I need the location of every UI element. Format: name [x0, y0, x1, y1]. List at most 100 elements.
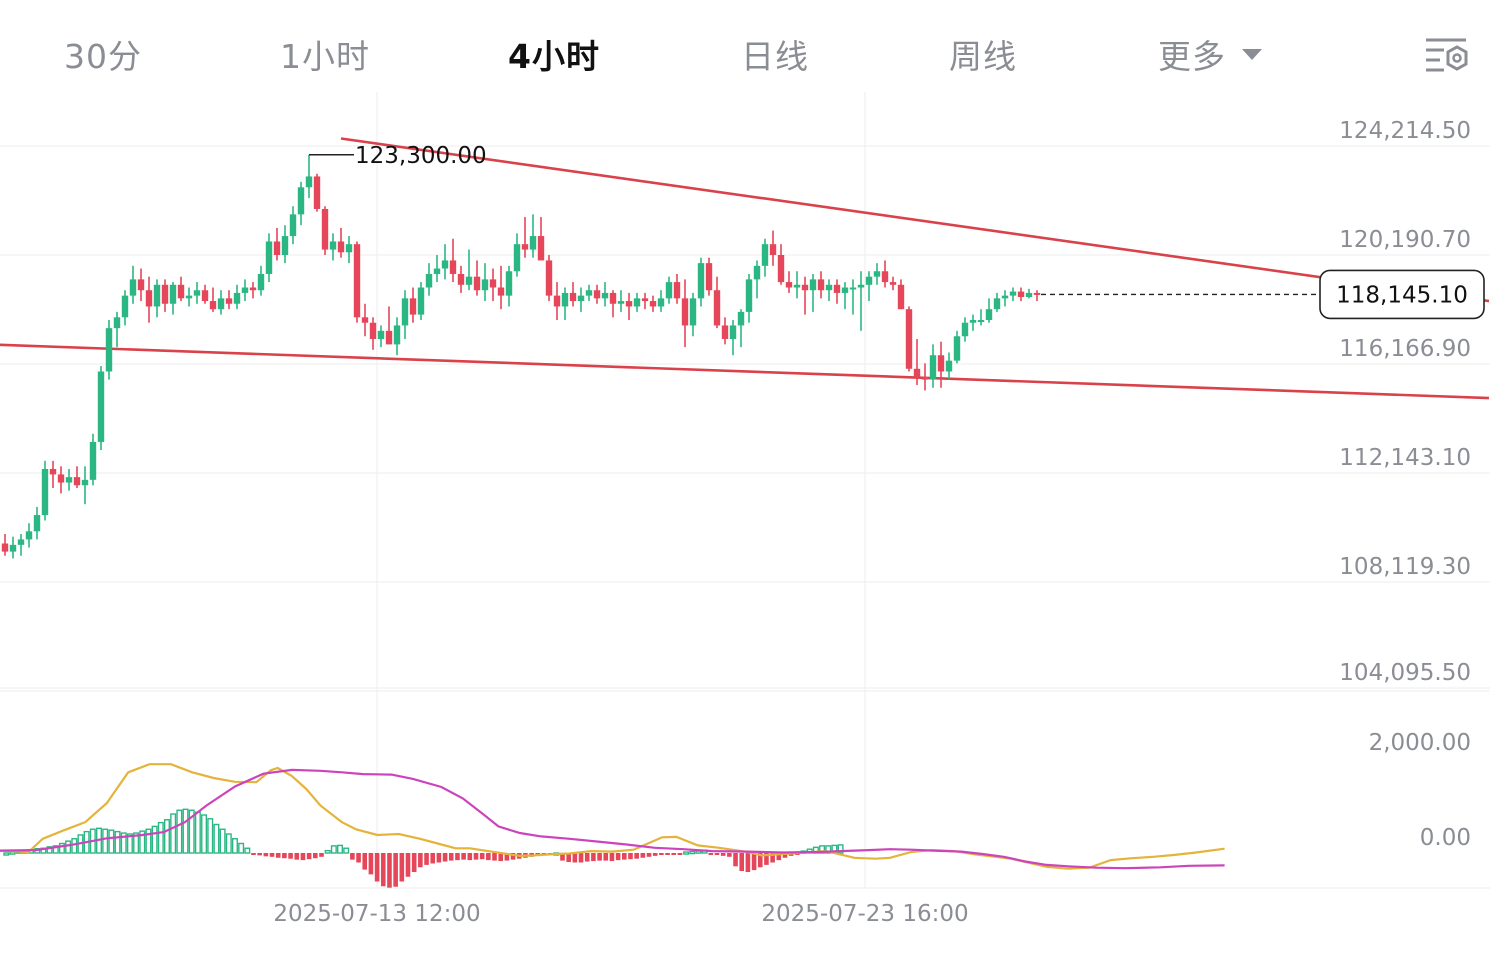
candle-body: [289, 214, 297, 237]
candle-body: [889, 282, 897, 285]
candle-body: [409, 298, 417, 315]
macd-histogram-bar: [374, 853, 380, 882]
macd-histogram-bar: [745, 853, 751, 872]
candle-body: [377, 330, 385, 339]
macd-histogram-bar: [3, 852, 10, 856]
candle-body: [833, 284, 841, 293]
candle-body: [233, 292, 241, 304]
trendline-lower: [0, 343, 1490, 400]
candle-body: [673, 282, 681, 299]
macd-histogram-bar: [399, 853, 405, 882]
macd-histogram-bar: [126, 833, 133, 854]
price-axis-label: 108,119.30: [1339, 554, 1471, 580]
candle-body: [777, 255, 785, 283]
chart-settings-icon[interactable]: [1420, 34, 1472, 76]
macd-histogram-bar: [238, 842, 245, 854]
candle-body: [937, 355, 945, 372]
macd-histogram-bar: [182, 808, 189, 854]
macd-histogram-bar: [659, 853, 664, 855]
candle-body: [473, 276, 481, 291]
candle-body: [809, 279, 817, 291]
candle-body: [1009, 291, 1017, 296]
macd-histogram-bar: [71, 838, 78, 854]
candle-body: [505, 271, 513, 296]
tab-1hour[interactable]: 1小时: [280, 37, 370, 76]
macd-histogram-bar: [102, 828, 109, 854]
candle-body: [385, 330, 393, 345]
tab-weekly[interactable]: 周线: [949, 37, 1017, 76]
macd-histogram-bar: [776, 853, 782, 861]
tab-more[interactable]: 更多: [1158, 30, 1262, 82]
macd-histogram-bar: [646, 853, 652, 857]
macd-axis-label: 0.00: [1420, 825, 1471, 851]
candle-body: [393, 325, 401, 345]
macd-histogram-bar: [151, 825, 158, 854]
candle-body: [913, 368, 921, 377]
candle-body: [433, 268, 441, 274]
macd-dif-line: [0, 763, 1225, 870]
macd-histogram-bar: [52, 845, 59, 854]
macd-histogram-bar: [120, 832, 127, 854]
macd-histogram-bar: [486, 853, 491, 861]
candle-body: [817, 279, 825, 291]
tab-30min[interactable]: 30分: [64, 37, 142, 76]
macd-histogram-bar: [689, 850, 696, 855]
candle-body: [753, 265, 761, 280]
candle-body: [17, 539, 25, 545]
macd-histogram-bar: [819, 845, 826, 854]
tab-daily[interactable]: 日线: [741, 37, 809, 76]
macd-histogram-bar: [720, 853, 726, 856]
macd-histogram-bar: [263, 853, 269, 857]
chart-grid: [0, 92, 1490, 889]
candle-body: [609, 292, 617, 304]
macd-histogram-bar: [615, 853, 621, 861]
candle-body: [337, 241, 345, 253]
candle-body: [729, 325, 737, 339]
candle-body: [825, 284, 833, 291]
macd-histogram-bar: [683, 851, 690, 855]
candle-body: [793, 284, 801, 288]
candle-body: [561, 292, 569, 307]
candle-body: [633, 298, 641, 307]
candlestick-series: [1, 154, 1041, 559]
macd-histogram-bar: [231, 838, 238, 854]
macd-histogram-bar: [330, 845, 337, 854]
candle-body: [441, 260, 449, 269]
candle-body: [529, 236, 537, 250]
macd-histogram-bar: [188, 809, 195, 854]
candle-body: [769, 244, 777, 256]
time-axis-label: 2025-07-13 12:00: [273, 901, 480, 927]
candle-body: [601, 292, 609, 299]
candle-body: [881, 271, 889, 283]
price-axis-label: 104,095.50: [1339, 660, 1471, 686]
macd-histogram-bar: [300, 853, 306, 861]
macd-histogram-bar: [430, 853, 436, 864]
macd-histogram-bar: [591, 853, 596, 862]
macd-histogram-bar: [393, 853, 398, 887]
candle-body: [1025, 292, 1033, 297]
macd-histogram-bar: [282, 853, 287, 859]
macd-histogram-bar: [46, 846, 53, 854]
candle-body: [265, 241, 273, 274]
candle-body: [537, 236, 545, 261]
candle-body: [369, 322, 377, 339]
candle-body: [273, 241, 281, 256]
candle-body: [641, 298, 649, 302]
candle-body: [121, 295, 129, 318]
candle-body: [65, 477, 73, 483]
macd-histogram-bar: [572, 853, 578, 863]
candle-body: [705, 263, 713, 291]
macd-histogram-bar: [603, 853, 609, 861]
macd-histogram-bar: [288, 853, 293, 859]
macd-histogram-bar: [436, 853, 442, 863]
macd-histogram-bar: [584, 853, 590, 862]
candle-body: [137, 279, 145, 291]
candle-body: [929, 355, 937, 380]
candle-body: [113, 317, 121, 329]
macd-histogram-bar: [145, 828, 152, 854]
axis-labels: 123,300.00 118,145.10 124,214.50 120,190.70…: [273, 118, 1485, 927]
tab-4hour[interactable]: 4小时: [508, 37, 600, 76]
macd-histogram-bar: [714, 853, 720, 855]
macd-histogram-bar: [257, 853, 262, 856]
